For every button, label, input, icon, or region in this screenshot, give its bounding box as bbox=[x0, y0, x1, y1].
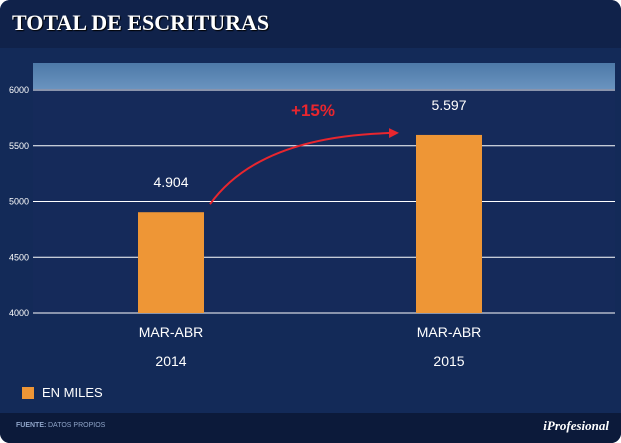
y-tick-label: 5500 bbox=[9, 141, 29, 151]
y-tick-label: 4500 bbox=[9, 252, 29, 262]
footer: FUENTE: DATOS PROPIOS iProfesional bbox=[0, 413, 621, 443]
bar bbox=[416, 134, 482, 313]
chart-title: TOTAL DE ESCRITURAS bbox=[12, 10, 270, 35]
plot-header-band bbox=[33, 63, 615, 89]
legend-swatch bbox=[22, 386, 34, 399]
category-label: MAR-ABR bbox=[417, 324, 482, 340]
category-label: MAR-ABR bbox=[139, 324, 204, 340]
legend-label: EN MILES bbox=[42, 385, 103, 400]
data-label: 4.904 bbox=[153, 174, 188, 190]
growth-arrow bbox=[209, 128, 399, 205]
plot-background bbox=[33, 63, 615, 313]
source-label: FUENTE: bbox=[16, 422, 47, 429]
brand-logo: iProfesional bbox=[543, 418, 609, 433]
bar-chart: 4000 4500 5000 5500 6000 4.904 MAR-ABR 2014 5.59… bbox=[9, 63, 615, 369]
legend: EN MILES bbox=[22, 385, 103, 400]
title-bar: TOTAL DE ESCRITURAS bbox=[0, 0, 621, 48]
source-text: DATOS PROPIOS bbox=[48, 422, 106, 429]
category-year-label: 2015 bbox=[433, 353, 464, 369]
y-tick-label: 4000 bbox=[9, 308, 29, 318]
data-label: 5.597 bbox=[431, 97, 466, 113]
bar bbox=[138, 212, 204, 313]
growth-annotation: +15% bbox=[291, 101, 335, 120]
category-year-label: 2014 bbox=[155, 353, 186, 369]
y-tick-label: 5000 bbox=[9, 197, 29, 207]
y-tick-label: 6000 bbox=[9, 85, 29, 95]
